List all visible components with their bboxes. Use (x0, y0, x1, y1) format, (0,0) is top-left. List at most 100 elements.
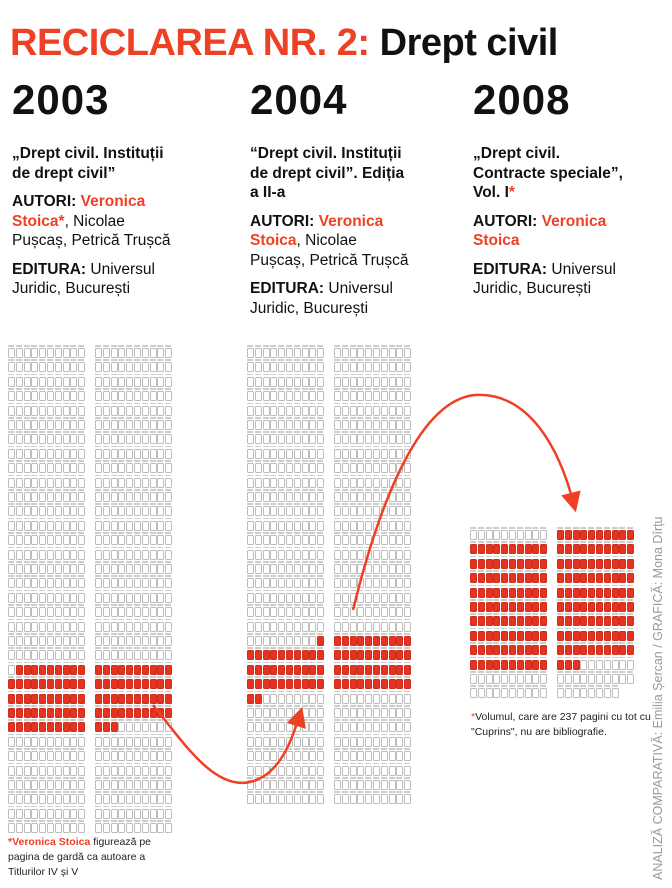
page-sheet (78, 463, 86, 474)
page-sheet (110, 448, 118, 459)
page-sheet (141, 362, 149, 373)
page-icon (47, 460, 54, 474)
page-icon (8, 445, 15, 459)
page-sheet (39, 362, 47, 373)
page-number-mark (134, 359, 140, 361)
book-info-2008: „Drept civil. Contracte speciale”, Vol. … (473, 144, 633, 299)
page-number-mark (39, 373, 46, 376)
page-number-mark (110, 373, 117, 376)
page-number-mark (95, 402, 101, 405)
page-sheet (141, 420, 149, 430)
page-number-mark (31, 417, 38, 419)
page-sheet (31, 477, 39, 488)
page-icon (110, 460, 118, 474)
page-sheet (126, 376, 134, 387)
publisher: EDITURA: Universul Juridic, București (473, 260, 616, 298)
page-sheet (39, 405, 47, 416)
page-number-mark (141, 345, 148, 347)
page-number-mark (141, 474, 148, 477)
page-number-mark (157, 474, 164, 477)
page-sheet (165, 362, 173, 373)
page-number-mark (54, 373, 61, 376)
page-sheet (31, 448, 39, 459)
page-sheet (78, 348, 86, 358)
page-sheet (102, 391, 110, 402)
page-number-mark (141, 373, 148, 376)
page-number-mark (78, 431, 85, 433)
page-number-mark (134, 345, 140, 347)
page-number-mark (134, 373, 140, 376)
page-number-mark (118, 359, 125, 361)
page-number-mark (126, 388, 133, 390)
page-number-mark (15, 445, 22, 448)
page-sheet (149, 348, 157, 358)
page-icon (23, 359, 31, 373)
page-sheet (62, 362, 70, 373)
page-number-mark (54, 402, 61, 405)
page-number-mark (157, 359, 164, 361)
page-icon (47, 431, 54, 445)
page-icon (102, 431, 110, 445)
page-icon (102, 417, 110, 430)
page-sheet (54, 405, 62, 416)
page-number-mark (118, 431, 125, 433)
page-sheet (8, 448, 15, 459)
page-number-mark (134, 460, 140, 462)
page-icon (141, 431, 149, 445)
page-number-mark (8, 359, 14, 361)
page-number-mark (31, 431, 38, 433)
page-icon (8, 345, 15, 358)
page-sheet (15, 477, 23, 488)
page-number-mark (157, 431, 164, 433)
page-number-mark (165, 431, 172, 433)
page-sheet (157, 348, 165, 358)
page-sheet (62, 477, 70, 488)
page-icon (23, 402, 31, 416)
page-icon (39, 402, 47, 416)
page-icon (70, 402, 78, 416)
page-number-mark (118, 402, 125, 405)
page-icon (165, 345, 173, 358)
page-sheet (126, 463, 134, 474)
page-number-mark (70, 431, 77, 433)
page-sheet (118, 434, 126, 445)
page-number-mark (78, 460, 85, 462)
page-number-mark (141, 460, 148, 462)
page-number-mark (110, 460, 117, 462)
page-number-mark (126, 431, 133, 433)
page-icon (110, 445, 118, 459)
page-icon (70, 460, 78, 474)
page-number-mark (39, 345, 46, 347)
page-number-mark (141, 417, 148, 419)
page-sheet (54, 348, 62, 358)
page-sheet (70, 448, 78, 459)
page-sheet (78, 477, 86, 488)
page-sheet (8, 376, 15, 387)
page-icon (23, 460, 31, 474)
page-icon (54, 474, 62, 488)
page-icon (78, 402, 86, 416)
page-icon (70, 431, 78, 445)
page-number-mark (54, 417, 61, 419)
page-icon (102, 345, 110, 358)
page-sheet (134, 434, 141, 445)
page-sheet (118, 376, 126, 387)
page-sheet (110, 420, 118, 430)
page-icon (134, 373, 141, 387)
page-number-mark (47, 402, 53, 405)
page-number-mark (102, 445, 109, 448)
page-icon (47, 474, 54, 488)
page-icon (62, 460, 70, 474)
page-icon (31, 402, 39, 416)
page-sheet (118, 362, 126, 373)
page-number-mark (126, 474, 133, 477)
page-sheet (78, 376, 86, 387)
page-icon (54, 445, 62, 459)
page-sheet (141, 405, 149, 416)
page-number-mark (15, 474, 22, 477)
page-icon (23, 345, 31, 358)
page-icon (134, 445, 141, 459)
page-sheet (149, 463, 157, 474)
page-sheet (23, 405, 31, 416)
page-number-mark (165, 373, 172, 376)
